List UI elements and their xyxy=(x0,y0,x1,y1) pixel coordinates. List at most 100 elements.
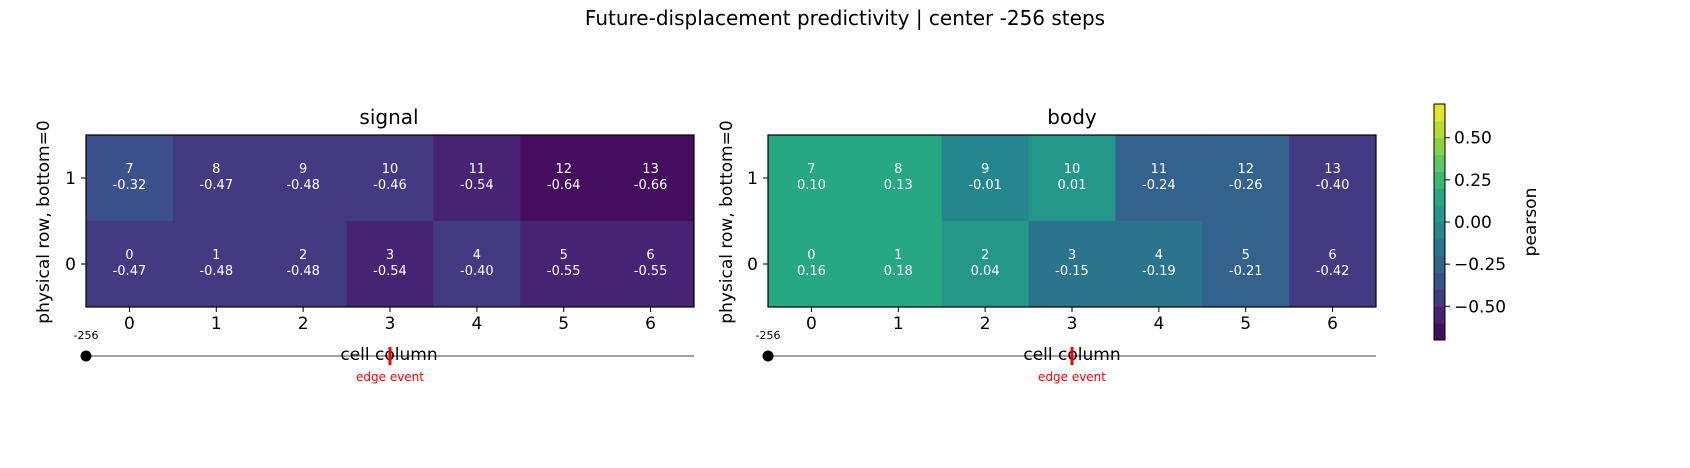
body-cell-value-label: 0.04 xyxy=(971,264,1000,279)
signal-y-tick-label: 1 xyxy=(65,169,76,189)
body-timeline-start-dot xyxy=(762,350,774,362)
colorbar-level xyxy=(1434,272,1445,290)
signal-cell-value-label: -0.54 xyxy=(460,178,494,193)
body-timeline-start-label: -256 xyxy=(756,329,781,342)
body-cell xyxy=(1289,135,1377,222)
signal-cell xyxy=(607,221,695,308)
colorbar-level xyxy=(1434,154,1445,172)
body-cell-value-label: -0.19 xyxy=(1142,264,1176,279)
figure-title: Future-displacement predictivity | cente… xyxy=(585,6,1105,30)
signal-cell-id-label: 10 xyxy=(382,162,399,177)
signal-cell xyxy=(86,221,174,308)
body-x-tick-label: 1 xyxy=(893,314,904,334)
colorbar-level xyxy=(1434,205,1445,223)
signal-x-tick-label: 4 xyxy=(471,314,482,334)
colorbar-tick-label: 0.25 xyxy=(1454,171,1492,191)
signal-cell-id-label: 3 xyxy=(386,248,394,263)
signal-cell-value-label: -0.48 xyxy=(286,178,320,193)
colorbar-level xyxy=(1434,306,1445,324)
body-cell-id-label: 8 xyxy=(894,162,902,177)
body-cell-id-label: 11 xyxy=(1151,162,1168,177)
body-cell-value-label: -0.01 xyxy=(968,178,1002,193)
body-cell xyxy=(854,135,943,222)
colorbar-tick-label: −0.50 xyxy=(1454,297,1506,317)
body-cell xyxy=(1028,135,1116,222)
body-cell xyxy=(1115,135,1203,222)
body-cell xyxy=(854,221,943,308)
signal-cell xyxy=(433,135,521,222)
signal-timeline-start-label: -256 xyxy=(74,329,99,342)
body-cell-value-label: 0.10 xyxy=(797,178,826,193)
colorbar-level xyxy=(1434,238,1445,257)
body-cell-value-label: 0.18 xyxy=(884,264,913,279)
signal-cell-value-label: -0.47 xyxy=(113,264,147,279)
body-cell-value-label: -0.15 xyxy=(1055,264,1089,279)
signal-x-tick-label: 0 xyxy=(124,314,135,334)
signal-cell-value-label: -0.47 xyxy=(199,178,233,193)
body-cell xyxy=(1115,221,1203,308)
signal-cell-value-label: -0.48 xyxy=(286,264,320,279)
signal-cell-value-label: -0.40 xyxy=(460,264,494,279)
colorbar-tick-label: 0.50 xyxy=(1454,129,1492,149)
body-cell-id-label: 5 xyxy=(1242,248,1250,263)
body-cell-value-label: -0.26 xyxy=(1229,178,1263,193)
signal-cell-id-label: 5 xyxy=(560,248,568,263)
signal-x-tick-label: 6 xyxy=(645,314,656,334)
body-cell-id-label: 6 xyxy=(1328,248,1336,263)
body-panel-title: body xyxy=(1047,105,1097,129)
body-x-tick-label: 2 xyxy=(980,314,991,334)
body-cell-value-label: 0.13 xyxy=(884,178,913,193)
signal-x-tick-label: 3 xyxy=(385,314,396,334)
body-cell-value-label: -0.24 xyxy=(1142,178,1176,193)
body-cell xyxy=(941,221,1030,308)
signal-y-tick-label: 0 xyxy=(65,255,76,275)
body-cell-value-label: 0.01 xyxy=(1058,178,1087,193)
body-cell-id-label: 12 xyxy=(1237,162,1254,177)
body-y-tick-label: 0 xyxy=(747,255,758,275)
signal-cell-value-label: -0.55 xyxy=(547,264,581,279)
body-x-tick-label: 4 xyxy=(1153,314,1164,334)
colorbar: 0.50 0.25 0.00 −0.25 −0.50 pearson xyxy=(1433,103,1541,341)
signal-cell xyxy=(259,221,348,308)
body-cell-value-label: -0.21 xyxy=(1229,264,1263,279)
body-cell-value-label: 0.16 xyxy=(797,264,826,279)
colorbar-level xyxy=(1434,289,1445,307)
body-cell-id-label: 0 xyxy=(807,248,815,263)
body-cell-id-label: 13 xyxy=(1324,162,1341,177)
signal-cell xyxy=(172,221,261,308)
body-cell xyxy=(1289,221,1377,308)
signal-cell xyxy=(172,135,261,222)
signal-cell-id-label: 8 xyxy=(212,162,220,177)
signal-cell-id-label: 13 xyxy=(642,162,659,177)
body-x-tick-label: 6 xyxy=(1327,314,1338,334)
signal-cell xyxy=(520,135,608,222)
body-cell-id-label: 4 xyxy=(1155,248,1163,263)
body-cell-id-label: 1 xyxy=(894,248,902,263)
signal-panel-title: signal xyxy=(359,105,418,129)
body-cell-id-label: 2 xyxy=(981,248,989,263)
signal-cell-id-label: 9 xyxy=(299,162,307,177)
signal-x-tick-label: 5 xyxy=(558,314,569,334)
colorbar-tick-label: 0.00 xyxy=(1454,213,1492,233)
signal-edge-event-label: edge event xyxy=(356,370,424,384)
colorbar-level xyxy=(1434,323,1445,341)
signal-x-tick-label: 1 xyxy=(211,314,222,334)
signal-cell-id-label: 4 xyxy=(473,248,481,263)
body-cell xyxy=(1202,135,1290,222)
signal-cell xyxy=(433,221,521,308)
signal-cell-id-label: 0 xyxy=(125,248,133,263)
body-cell-value-label: -0.42 xyxy=(1316,264,1350,279)
signal-x-tick-label: 2 xyxy=(298,314,309,334)
colorbar-tick-label: −0.25 xyxy=(1454,255,1506,275)
body-cell-id-label: 9 xyxy=(981,162,989,177)
colorbar-level xyxy=(1434,222,1445,240)
signal-cell-value-label: -0.46 xyxy=(373,178,407,193)
signal-cell xyxy=(346,221,434,308)
body-cell-id-label: 7 xyxy=(807,162,815,177)
body-cell xyxy=(768,221,856,308)
signal-cell-id-label: 1 xyxy=(212,248,220,263)
signal-cell xyxy=(259,135,348,222)
body-cell xyxy=(941,135,1030,222)
colorbar-level xyxy=(1434,171,1445,189)
